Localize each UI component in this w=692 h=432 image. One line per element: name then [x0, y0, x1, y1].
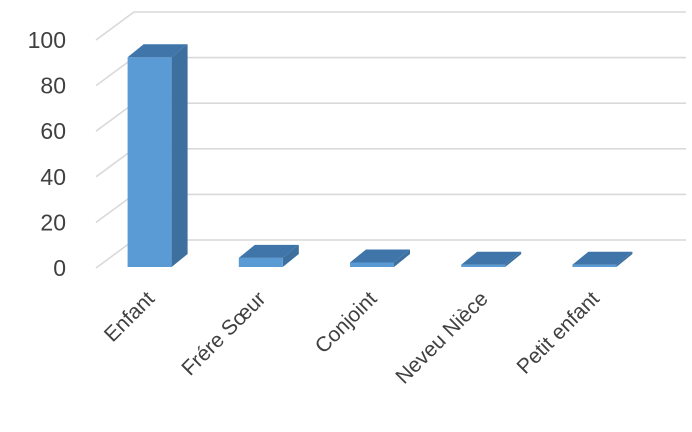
bar	[238, 244, 299, 267]
bar-top	[572, 251, 633, 265]
x-tick-label: Frére Sœur	[177, 287, 270, 380]
x-tick-label: Neveu Nièce	[391, 287, 492, 388]
bar-top	[350, 249, 410, 263]
bar	[572, 251, 633, 267]
gridline	[95, 11, 686, 41]
bar-front	[238, 257, 283, 267]
bar-side	[616, 251, 633, 267]
bar-side	[282, 244, 299, 267]
y-tick-label: 60	[40, 118, 66, 144]
bar-front	[127, 57, 172, 267]
y-tick-label: 20	[40, 209, 66, 235]
x-tick-label: Petit enfant	[513, 287, 605, 379]
y-tick-label: 0	[53, 255, 66, 281]
bar-top	[461, 251, 522, 265]
bar-top	[127, 44, 188, 58]
y-tick-label: 40	[40, 164, 66, 190]
x-tick-label: Conjoint	[311, 287, 382, 358]
bar	[127, 44, 188, 267]
x-tick-label: Enfant	[100, 287, 159, 346]
bar-side	[394, 249, 410, 267]
bar	[350, 249, 410, 267]
bars	[127, 44, 633, 267]
bar-side	[171, 44, 188, 267]
bar-front	[350, 262, 394, 267]
y-axis-ticks: 0 20 40 60 80 100	[28, 27, 66, 281]
x-axis-labels: Enfant Frére Sœur Conjoint Neveu Nièce Petit…	[100, 287, 604, 388]
bar-side	[505, 251, 522, 267]
bar-top	[238, 244, 299, 258]
bar	[461, 251, 522, 267]
bar-front	[461, 264, 506, 267]
y-tick-label: 100	[28, 27, 66, 53]
y-tick-label: 80	[40, 73, 66, 99]
bar-front	[572, 264, 617, 267]
